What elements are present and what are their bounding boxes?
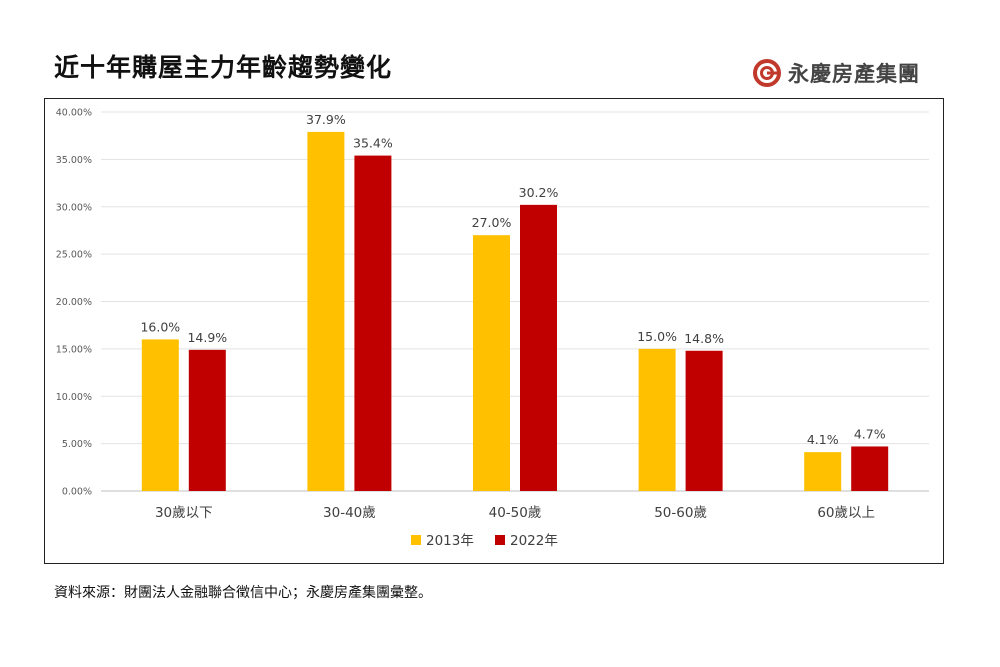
x-tick-label: 30歲以下 xyxy=(155,505,213,521)
brand-name: 永慶房產集團 xyxy=(788,62,920,86)
x-tick-label: 60歲以上 xyxy=(817,505,875,521)
data-label: 4.7% xyxy=(854,426,886,441)
data-label: 15.0% xyxy=(637,329,677,344)
data-label: 37.9% xyxy=(306,112,346,127)
bar xyxy=(685,350,723,491)
bar xyxy=(804,452,842,491)
y-tick-label: 25.00% xyxy=(56,250,92,261)
bar xyxy=(473,235,510,491)
bar-chart: 0.00% 5.00% 10.00% 15.00% 20.00% 25.00% 30.00%… xyxy=(56,108,929,549)
bar xyxy=(354,155,392,491)
x-tick-label: 50-60歲 xyxy=(654,505,707,521)
legend-swatch xyxy=(495,535,505,545)
source-note: 資料來源：財團法人金融聯合徵信中心；永慶房產集團彙整。 xyxy=(54,585,432,601)
legend-label: 2022年 xyxy=(510,533,558,549)
legend-swatch xyxy=(411,535,421,545)
bar xyxy=(307,131,345,491)
y-tick-label: 30.00% xyxy=(56,202,92,213)
y-tick-label: 5.00% xyxy=(62,439,92,450)
page-title: 近十年購屋主力年齡趨勢變化 xyxy=(54,53,393,82)
y-tick-label: 35.00% xyxy=(56,155,92,166)
data-label: 27.0% xyxy=(472,215,512,230)
data-label: 35.4% xyxy=(353,136,393,151)
bars xyxy=(141,131,889,491)
data-label: 16.0% xyxy=(140,319,180,334)
y-tick-label: 40.00% xyxy=(56,108,92,119)
chart-frame: 0.00% 5.00% 10.00% 15.00% 20.00% 25.00% 30.00%… xyxy=(44,98,944,564)
bar xyxy=(638,348,676,491)
y-tick-label: 15.00% xyxy=(56,344,92,355)
y-axis-ticks: 0.00% 5.00% 10.00% 15.00% 20.00% 25.00% 30.00%… xyxy=(56,108,92,498)
bar xyxy=(141,339,179,491)
brand: 永慶房產集團 xyxy=(752,56,920,90)
yungching-logo-icon xyxy=(753,59,781,87)
y-tick-label: 0.00% xyxy=(62,487,92,498)
data-label: 30.2% xyxy=(519,185,559,200)
x-tick-label: 30-40歲 xyxy=(323,505,376,521)
data-label: 4.1% xyxy=(807,432,839,447)
bar xyxy=(851,446,889,491)
bar xyxy=(188,349,226,491)
legend-label: 2013年 xyxy=(426,533,474,549)
data-label: 14.8% xyxy=(684,331,724,346)
data-label: 14.9% xyxy=(187,330,227,345)
legend: 2013年 2022年 xyxy=(411,533,558,549)
x-axis-ticks: 30歲以下 30-40歲 40-50歲 50-60歲 60歲以上 xyxy=(155,505,875,521)
x-tick-label: 40-50歲 xyxy=(489,505,542,521)
bar xyxy=(520,204,557,491)
y-tick-label: 10.00% xyxy=(56,392,92,403)
data-labels: 16.0% 14.9% 37.9% 35.4% 27.0% 30.2% 15.0% 14.8%… xyxy=(140,112,885,447)
gridlines xyxy=(101,111,929,492)
y-tick-label: 20.00% xyxy=(56,297,92,308)
